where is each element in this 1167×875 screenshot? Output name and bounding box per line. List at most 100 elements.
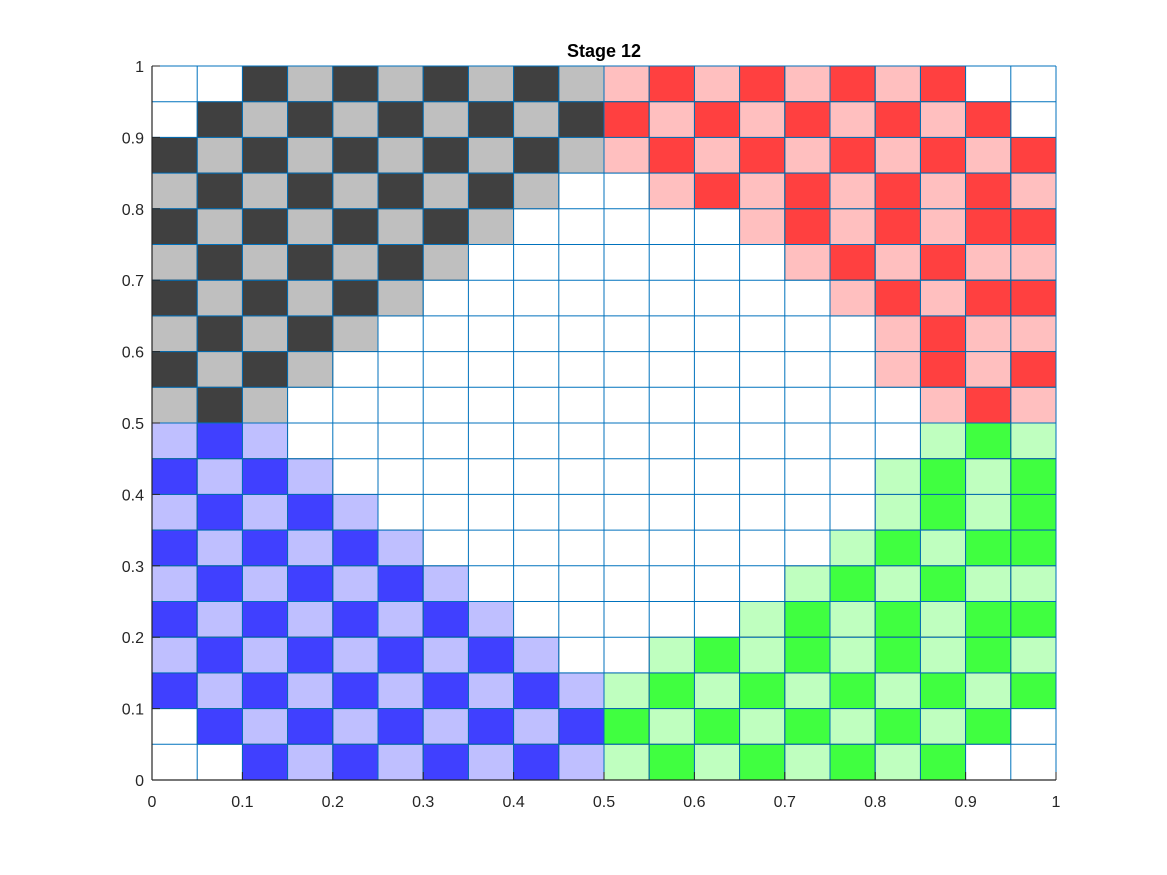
heatmap-cell <box>965 386 1012 424</box>
heatmap-cell <box>241 386 288 424</box>
x-tick-label: 0.4 <box>502 794 524 811</box>
heatmap-cell <box>151 601 198 638</box>
heatmap-cell <box>784 172 831 210</box>
y-tick-label: 0.7 <box>122 273 144 290</box>
heatmap-cell <box>648 636 695 674</box>
heatmap-cell <box>422 601 469 638</box>
heatmap-cell <box>920 172 967 210</box>
heatmap-cell <box>377 601 424 638</box>
heatmap-cell <box>241 244 288 281</box>
heatmap-cell <box>196 708 243 745</box>
heatmap-cell <box>739 636 786 674</box>
heatmap-cell <box>965 315 1012 352</box>
heatmap-cell <box>965 636 1012 674</box>
heatmap-cell <box>241 601 288 638</box>
heatmap-cell <box>1010 172 1057 210</box>
heatmap-cell <box>241 172 288 210</box>
heatmap-cell <box>377 208 424 245</box>
heatmap-cell <box>241 101 288 138</box>
heatmap-cell <box>196 493 243 531</box>
heatmap-cell <box>1010 458 1057 495</box>
heatmap-cell <box>422 636 469 674</box>
heatmap-cell <box>196 636 243 674</box>
heatmap-cell <box>558 743 605 781</box>
heatmap-cell <box>1010 208 1057 245</box>
heatmap-cell <box>784 743 831 781</box>
heatmap-cell <box>467 601 514 638</box>
heatmap-cell <box>874 279 921 317</box>
heatmap-cell <box>1010 315 1057 352</box>
heatmap-cell <box>151 279 198 317</box>
heatmap-cell <box>196 315 243 352</box>
heatmap-cell <box>965 422 1012 460</box>
chart-title: Stage 12 <box>567 41 641 61</box>
heatmap-cell <box>151 208 198 245</box>
heatmap-cell <box>829 743 876 781</box>
heatmap-cell <box>287 743 334 781</box>
heatmap-cell <box>467 172 514 210</box>
heatmap-cell <box>513 672 560 710</box>
heatmap-cell <box>241 422 288 460</box>
y-tick-label: 0.9 <box>122 130 144 147</box>
heatmap-cell <box>874 672 921 710</box>
heatmap-cell <box>965 458 1012 495</box>
heatmap-cell <box>829 279 876 317</box>
heatmap-cell <box>151 529 198 567</box>
heatmap-cell <box>513 636 560 674</box>
heatmap-cell <box>151 351 198 388</box>
heatmap-cell <box>784 708 831 745</box>
heatmap-cell <box>739 208 786 245</box>
heatmap-cell <box>694 672 741 710</box>
heatmap-cell <box>513 65 560 103</box>
heatmap-cell <box>241 136 288 174</box>
heatmap-cell <box>151 422 198 460</box>
heatmap-cell <box>241 208 288 245</box>
heatmap-cell <box>694 101 741 138</box>
heatmap-cell <box>784 601 831 638</box>
heatmap-cell <box>603 672 650 710</box>
axes: 0 0.1 0.2 0.3 0.4 0.5 0.6 0.7 0.8 0.9 1 0 0.1 0.2 0.3 0… <box>122 59 1061 811</box>
heatmap-cell <box>287 458 334 495</box>
heatmap-cell <box>874 136 921 174</box>
heatmap-cell <box>151 136 198 174</box>
heatmap-cell <box>874 208 921 245</box>
heatmap-cell <box>1010 279 1057 317</box>
heatmap-cell <box>377 708 424 745</box>
heatmap-cell <box>513 172 560 210</box>
heatmap-cell <box>874 244 921 281</box>
heatmap-cell <box>874 601 921 638</box>
heatmap-cell <box>920 636 967 674</box>
heatmap-cell <box>241 672 288 710</box>
heatmap-cell <box>558 708 605 745</box>
heatmap-cell <box>377 743 424 781</box>
heatmap-cell <box>1010 529 1057 567</box>
heatmap-cell <box>648 743 695 781</box>
heatmap-cell <box>965 708 1012 745</box>
heatmap-cell <box>467 672 514 710</box>
heatmap-cell <box>1010 136 1057 174</box>
y-tick-label: 0.8 <box>122 202 144 219</box>
heatmap-cell <box>920 386 967 424</box>
heatmap-cell <box>241 636 288 674</box>
heatmap-cell <box>467 65 514 103</box>
heatmap-cell <box>920 708 967 745</box>
heatmap-cell <box>829 565 876 602</box>
heatmap-cell <box>287 601 334 638</box>
heatmap-cell <box>965 672 1012 710</box>
heatmap-cell <box>829 172 876 210</box>
heatmap-cell <box>377 565 424 602</box>
heatmap-cell <box>829 244 876 281</box>
heatmap-cell <box>920 279 967 317</box>
heatmap-cell <box>739 136 786 174</box>
heatmap-cell <box>739 743 786 781</box>
heatmap-cell <box>332 601 379 638</box>
heatmap-cell <box>332 244 379 281</box>
heatmap-cell <box>196 529 243 567</box>
heatmap-cell <box>829 529 876 567</box>
heatmap-cell <box>241 65 288 103</box>
heatmap-cell <box>196 101 243 138</box>
heatmap-cell <box>874 458 921 495</box>
x-tick-label: 0.6 <box>683 794 705 811</box>
x-tick-label: 0.5 <box>593 794 615 811</box>
